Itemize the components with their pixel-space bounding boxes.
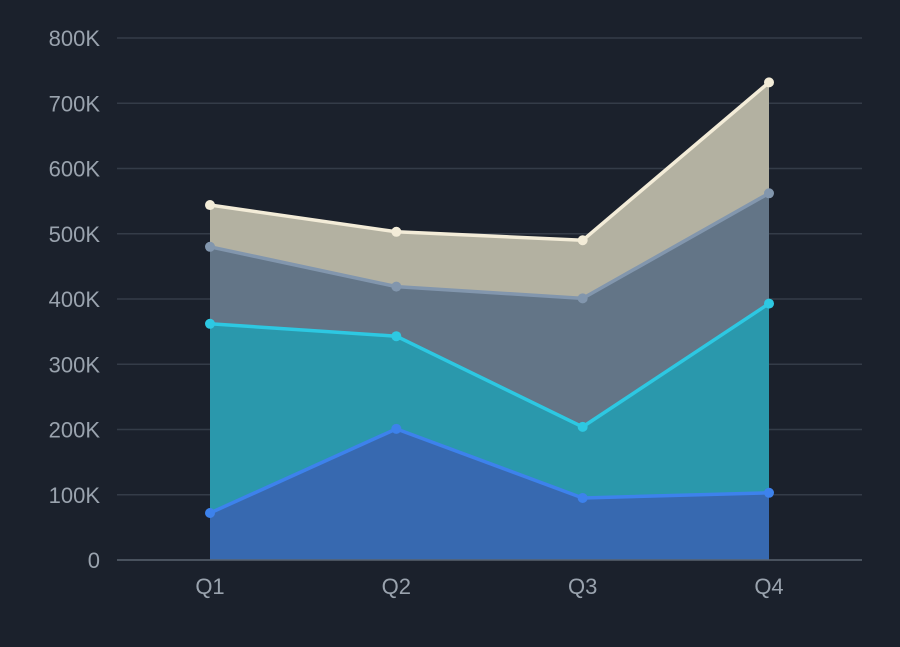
- area-series-3: [210, 193, 769, 427]
- x-tick-label: Q1: [195, 574, 224, 599]
- data-point-series-1: [391, 423, 402, 434]
- data-point-series-1: [577, 493, 588, 504]
- line-series-4: [209, 81, 771, 243]
- y-tick-label: 700K: [49, 91, 101, 116]
- y-tick-label: 800K: [49, 26, 101, 51]
- x-tick-label: Q4: [754, 574, 783, 599]
- y-tick-label: 0: [88, 548, 100, 573]
- area-series-4: [210, 82, 769, 299]
- y-tick-label: 500K: [49, 222, 101, 247]
- data-point-series-2: [391, 331, 402, 342]
- y-tick-label: 300K: [49, 352, 101, 377]
- axes: 0 100K 200K 300K 400K 500K 600K 700K 800K Q1 Q2 Q3 Q…: [49, 26, 862, 599]
- data-point-series-2: [205, 318, 215, 329]
- data-point-series-3: [764, 188, 774, 199]
- data-point-series-4: [764, 77, 774, 88]
- x-tick-label: Q2: [382, 574, 411, 599]
- y-tick-label: 200K: [49, 418, 101, 443]
- y-tick-label: 400K: [49, 287, 101, 312]
- line-series-1: [209, 427, 770, 515]
- data-point-series-3: [577, 293, 588, 304]
- data-point-series-1: [764, 487, 774, 498]
- y-tick-label: 100K: [49, 483, 101, 508]
- area-series-2: [210, 303, 769, 514]
- data-point-series-3: [391, 281, 402, 292]
- data-point-series-4: [391, 226, 402, 237]
- area-fills: [210, 82, 769, 560]
- data-point-series-4: [577, 235, 588, 246]
- data-point-series-2: [764, 298, 774, 309]
- data-point-series-1: [205, 508, 215, 519]
- line-series-3: [209, 191, 770, 301]
- area-series-1: [210, 428, 769, 560]
- y-tick-label: 600K: [49, 157, 101, 182]
- data-point-series-4: [205, 200, 215, 211]
- x-tick-label: Q3: [568, 574, 597, 599]
- series-lines: [209, 81, 771, 515]
- data-point-series-2: [577, 421, 588, 432]
- data-points: [205, 77, 774, 519]
- line-series-2: [209, 302, 770, 429]
- data-point-series-3: [205, 241, 215, 252]
